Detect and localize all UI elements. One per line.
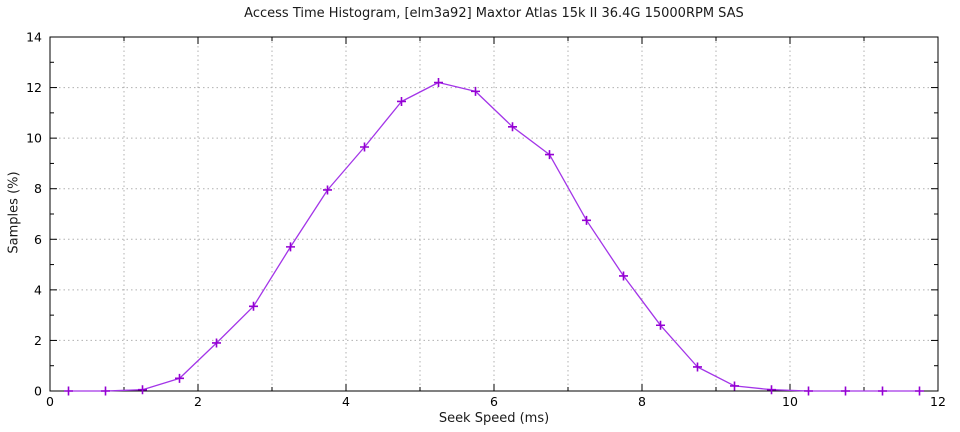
data-point-marker bbox=[101, 386, 110, 396]
data-point-marker bbox=[286, 242, 295, 252]
series-line bbox=[68, 81, 920, 392]
x-tick-label: 12 bbox=[930, 394, 946, 409]
series-samples bbox=[64, 78, 924, 396]
gridlines bbox=[50, 37, 938, 391]
data-point-marker bbox=[138, 385, 147, 395]
x-tick-label: 10 bbox=[782, 394, 798, 409]
data-point-marker bbox=[767, 385, 776, 395]
y-tick-label: 0 bbox=[34, 384, 42, 399]
data-point-marker bbox=[323, 185, 332, 195]
data-point-marker bbox=[64, 386, 73, 396]
tick-labels: 0 2 4 6 8 10 12 0 2 4 6 8 10 12 14 bbox=[26, 30, 946, 410]
data-point-marker bbox=[397, 96, 406, 106]
data-point-marker bbox=[508, 122, 517, 132]
x-tick-label: 4 bbox=[342, 394, 350, 409]
data-point-marker bbox=[656, 320, 665, 330]
y-tick-label: 8 bbox=[34, 181, 42, 196]
data-point-marker bbox=[360, 142, 369, 152]
x-axis-label: Seek Speed (ms) bbox=[438, 411, 550, 426]
data-point-marker bbox=[619, 271, 628, 281]
data-point-marker bbox=[212, 338, 221, 348]
data-point-marker bbox=[841, 386, 850, 396]
x-tick-label: 8 bbox=[638, 394, 646, 409]
x-tick-label: 0 bbox=[46, 394, 54, 409]
x-tick-label: 6 bbox=[490, 394, 498, 409]
y-tick-label: 4 bbox=[34, 282, 42, 297]
data-point-marker bbox=[582, 215, 591, 225]
data-point-marker bbox=[175, 373, 184, 383]
data-point-marker bbox=[434, 78, 443, 88]
y-tick-label: 10 bbox=[26, 131, 42, 146]
data-point-marker bbox=[915, 386, 924, 396]
data-point-marker bbox=[730, 381, 739, 391]
data-point-marker bbox=[545, 150, 554, 160]
y-tick-label: 2 bbox=[34, 333, 42, 348]
x-tick-label: 2 bbox=[194, 394, 202, 409]
data-point-marker bbox=[693, 362, 702, 372]
axis-ticks bbox=[49, 36, 939, 392]
data-point-marker bbox=[249, 301, 258, 311]
data-point-marker bbox=[471, 86, 480, 96]
chart-title: Access Time Histogram, [elm3a92] Maxtor … bbox=[244, 6, 744, 21]
data-point-marker bbox=[804, 386, 813, 396]
y-tick-label: 6 bbox=[34, 232, 42, 247]
y-tick-label: 14 bbox=[26, 30, 42, 45]
y-tick-label: 12 bbox=[26, 80, 42, 95]
data-point-marker bbox=[878, 386, 887, 396]
